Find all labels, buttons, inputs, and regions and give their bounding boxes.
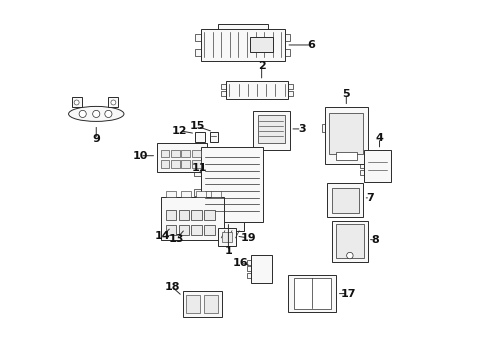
Bar — [191, 225, 202, 235]
Bar — [217, 24, 267, 31]
Text: 9: 9 — [92, 134, 100, 144]
Bar — [203, 295, 217, 313]
Bar — [246, 273, 251, 278]
Bar — [324, 107, 367, 164]
Bar — [335, 225, 364, 258]
Bar — [359, 163, 363, 168]
Bar — [165, 192, 175, 197]
Bar — [157, 143, 206, 172]
Bar — [71, 98, 81, 108]
Text: 12: 12 — [171, 126, 187, 136]
Text: 6: 6 — [307, 40, 315, 50]
Text: 7: 7 — [366, 193, 373, 203]
Bar — [160, 150, 169, 157]
Bar — [178, 225, 189, 235]
Bar — [246, 260, 251, 265]
Bar — [287, 275, 336, 312]
Circle shape — [104, 111, 112, 117]
Bar — [257, 114, 285, 143]
Circle shape — [111, 100, 116, 105]
Bar — [193, 169, 201, 176]
Text: 13: 13 — [168, 234, 184, 244]
Bar — [335, 152, 356, 159]
Text: 15: 15 — [189, 121, 204, 131]
Bar — [191, 210, 202, 220]
Bar — [359, 156, 363, 161]
Bar — [251, 255, 271, 283]
Bar — [221, 91, 225, 96]
Text: 4: 4 — [375, 133, 383, 143]
Bar — [195, 132, 205, 143]
Bar — [326, 183, 363, 217]
Bar — [331, 188, 358, 213]
Bar — [193, 149, 201, 156]
Bar — [195, 49, 201, 56]
Bar — [209, 132, 217, 143]
Bar — [222, 232, 232, 242]
Bar — [161, 197, 224, 240]
Bar — [322, 124, 324, 132]
Bar — [160, 160, 169, 168]
Bar — [181, 150, 190, 157]
Bar — [331, 221, 367, 262]
Bar — [171, 150, 180, 157]
Circle shape — [79, 111, 86, 117]
Bar — [193, 209, 201, 216]
Bar — [108, 98, 118, 108]
Bar — [178, 210, 189, 220]
Text: 17: 17 — [340, 289, 355, 298]
Bar — [186, 295, 200, 313]
Text: 8: 8 — [370, 235, 378, 245]
Text: 1: 1 — [224, 247, 232, 256]
Bar — [204, 225, 215, 235]
Text: 5: 5 — [342, 89, 349, 99]
Bar — [204, 210, 215, 220]
Bar — [249, 37, 272, 52]
Bar — [293, 278, 330, 309]
Ellipse shape — [68, 107, 123, 121]
Bar — [287, 84, 292, 89]
Bar — [218, 228, 236, 246]
Bar — [201, 29, 284, 61]
Bar — [171, 160, 180, 168]
Circle shape — [346, 252, 352, 259]
Bar — [193, 189, 201, 196]
Bar — [181, 160, 190, 168]
Text: 2: 2 — [257, 61, 265, 71]
Bar — [225, 81, 287, 99]
Circle shape — [93, 111, 100, 117]
Bar — [252, 111, 289, 150]
Bar — [359, 170, 363, 175]
Text: 16: 16 — [233, 258, 248, 268]
Bar — [181, 192, 190, 197]
Bar — [363, 150, 390, 182]
Bar — [201, 147, 263, 222]
Bar — [284, 49, 289, 56]
Bar — [219, 221, 244, 231]
Bar — [165, 210, 176, 220]
Circle shape — [74, 100, 79, 105]
Bar — [287, 91, 292, 96]
Bar — [191, 150, 200, 157]
Bar — [221, 84, 225, 89]
Bar — [246, 266, 251, 271]
Text: 19: 19 — [240, 233, 255, 243]
Bar — [284, 34, 289, 41]
Text: 18: 18 — [164, 282, 180, 292]
Bar — [191, 160, 200, 168]
Text: 10: 10 — [132, 151, 147, 161]
Bar — [328, 113, 363, 154]
Bar — [195, 192, 205, 197]
Text: 11: 11 — [191, 163, 207, 173]
Text: 3: 3 — [297, 124, 305, 134]
Bar — [165, 225, 176, 235]
Bar — [183, 291, 222, 317]
Bar — [210, 192, 220, 197]
Bar — [195, 34, 201, 41]
Text: 14: 14 — [154, 231, 170, 241]
